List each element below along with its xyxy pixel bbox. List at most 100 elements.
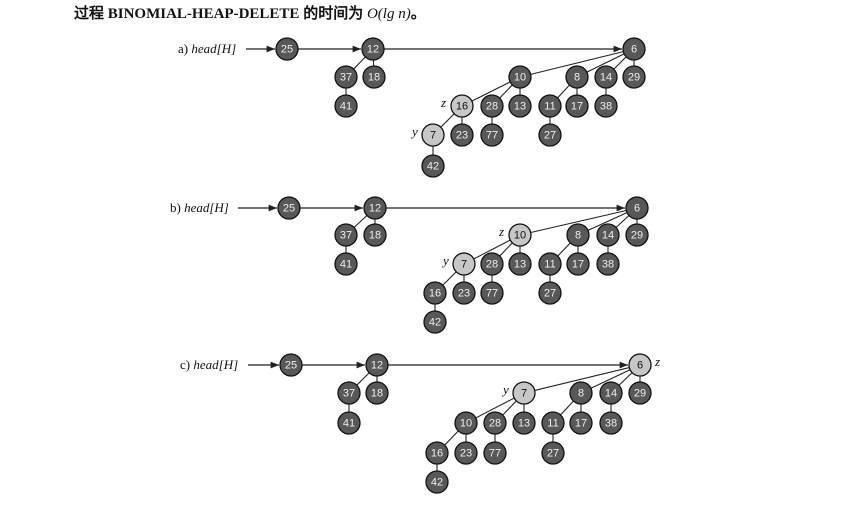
node-key: 10 <box>514 72 526 84</box>
node-key: 12 <box>371 360 383 372</box>
node-key: 25 <box>281 44 293 56</box>
node-key: 7 <box>461 259 467 271</box>
node-circle <box>363 223 387 247</box>
tree-edge <box>587 212 628 231</box>
node-circle <box>512 381 536 405</box>
heap-node-14: 14 <box>596 223 620 247</box>
tree-edge <box>499 84 513 99</box>
node-key: 23 <box>458 288 470 300</box>
tree-edge <box>557 242 571 257</box>
heap-node-25: 25 <box>279 353 303 377</box>
panel-a: a) head[H] 25 12 37 18 41 6 10 8 14 29 16 z 28 13 11 17 3… <box>178 37 646 178</box>
tree-edge <box>353 215 368 228</box>
heap-node-17: 17 <box>569 411 593 435</box>
heap-node-7: 7y <box>410 123 445 147</box>
node-circle <box>275 37 299 61</box>
node-circle <box>538 281 562 305</box>
node-key: 25 <box>283 203 295 215</box>
node-circle <box>538 252 562 276</box>
node-circle <box>512 411 536 435</box>
node-key: 14 <box>602 230 614 242</box>
heap-node-13: 13 <box>508 252 532 276</box>
heap-node-8: 8 <box>566 223 590 247</box>
node-key: 77 <box>489 448 501 460</box>
node-circle <box>425 470 449 494</box>
heap-node-16: 16 <box>423 281 447 305</box>
heap-node-29: 29 <box>622 65 646 89</box>
pointer-marker-z: z <box>440 95 446 110</box>
node-key: 18 <box>368 72 380 84</box>
tree-edge <box>615 215 630 228</box>
heap-node-41: 41 <box>337 411 361 435</box>
node-circle <box>454 411 478 435</box>
node-key: 11 <box>544 101 555 113</box>
tree-edge <box>475 397 515 419</box>
node-circle <box>566 223 590 247</box>
panel-label-b: b) head[H] <box>170 200 229 215</box>
node-circle <box>628 353 652 377</box>
node-key: 6 <box>637 360 643 372</box>
node-key: 41 <box>343 418 355 430</box>
heap-node-6: 6 <box>625 196 649 220</box>
node-key: 42 <box>427 161 439 173</box>
node-circle <box>423 310 447 334</box>
heap-node-77: 77 <box>480 123 504 147</box>
tree-edge <box>530 209 627 234</box>
node-circle <box>454 441 478 465</box>
node-circle <box>277 196 301 220</box>
caption-suffix: 。 <box>410 6 426 22</box>
node-key: 14 <box>605 388 617 400</box>
node-circle <box>334 223 358 247</box>
node-key: 27 <box>547 448 559 460</box>
node-key: 11 <box>544 259 555 271</box>
node-circle <box>362 65 386 89</box>
heap-node-23: 23 <box>452 281 476 305</box>
node-circle <box>361 37 385 61</box>
node-key: 10 <box>514 230 526 242</box>
heap-node-27: 27 <box>538 123 562 147</box>
tree-edge <box>499 242 513 257</box>
node-key: 17 <box>575 418 587 430</box>
node-key: 37 <box>343 388 355 400</box>
node-circle <box>480 281 504 305</box>
node-circle <box>450 123 474 147</box>
node-circle <box>279 353 303 377</box>
node-circle <box>566 252 590 276</box>
node-circle <box>541 441 565 465</box>
heap-node-8: 8 <box>569 381 593 405</box>
node-circle <box>622 65 646 89</box>
heap-node-29: 29 <box>625 223 649 247</box>
heap-node-41: 41 <box>334 252 358 276</box>
figure-caption: 过程 BINOMIAL-HEAP-DELETE 的时间为 O(lg n)。 <box>74 2 426 23</box>
heap-node-18: 18 <box>362 65 386 89</box>
node-circle <box>452 281 476 305</box>
tree-edge <box>440 113 455 128</box>
node-key: 13 <box>514 259 526 271</box>
heap-node-10: 10 <box>508 65 532 89</box>
node-key: 17 <box>572 259 584 271</box>
node-circle <box>483 411 507 435</box>
node-key: 8 <box>575 230 581 242</box>
heap-node-42: 42 <box>421 154 445 178</box>
node-key: 38 <box>605 418 617 430</box>
node-circle <box>425 441 449 465</box>
node-key: 42 <box>429 317 441 329</box>
heap-node-23: 23 <box>454 441 478 465</box>
tree-edge <box>444 430 459 446</box>
node-key: 6 <box>631 44 637 56</box>
pointer-marker-z: z <box>654 354 660 369</box>
heap-node-38: 38 <box>594 94 618 118</box>
heap-node-77: 77 <box>483 441 507 465</box>
node-key: 14 <box>600 72 612 84</box>
node-key: 29 <box>631 230 643 242</box>
node-circle <box>421 123 445 147</box>
node-circle <box>365 353 389 377</box>
node-key: 10 <box>460 418 472 430</box>
heap-node-6: 6 <box>622 37 646 61</box>
heap-node-7: 7y <box>501 381 536 405</box>
node-circle <box>538 123 562 147</box>
caption-math: O(lg n) <box>366 6 411 22</box>
node-key: 13 <box>518 418 530 430</box>
tree-edge <box>473 239 511 260</box>
node-circle <box>594 94 618 118</box>
